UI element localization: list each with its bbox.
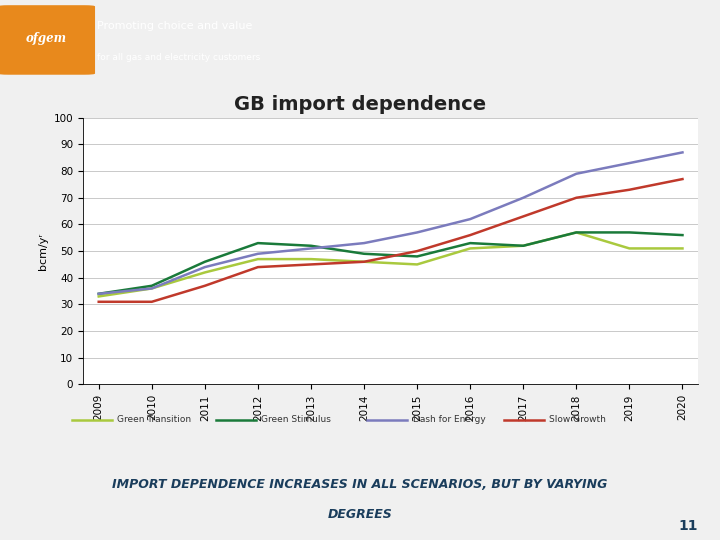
Text: Green Stimulus: Green Stimulus xyxy=(261,415,331,424)
Green Transition xyxy=(466,245,474,252)
Dash for Energy xyxy=(94,291,103,297)
Green Stimulus xyxy=(307,242,315,249)
Green Stimulus xyxy=(625,229,634,235)
Green Stimulus xyxy=(148,282,156,289)
Line: Slow Growth: Slow Growth xyxy=(99,179,683,302)
Text: Dash for Energy: Dash for Energy xyxy=(413,415,485,424)
Slow Growth xyxy=(201,282,210,289)
Slow Growth xyxy=(413,248,421,254)
Slow Growth xyxy=(466,232,474,238)
Green Transition xyxy=(94,293,103,300)
Green Transition xyxy=(625,245,634,252)
Green Transition xyxy=(148,285,156,292)
Slow Growth xyxy=(625,186,634,193)
Dash for Energy xyxy=(519,194,528,201)
Green Stimulus xyxy=(94,291,103,297)
Slow Growth xyxy=(572,194,580,201)
Green Stimulus xyxy=(572,229,580,235)
Green Stimulus xyxy=(519,242,528,249)
Slow Growth xyxy=(253,264,262,271)
Text: Slow Growth: Slow Growth xyxy=(549,415,606,424)
Slow Growth xyxy=(307,261,315,268)
Dash for Energy xyxy=(360,240,369,246)
Line: Green Stimulus: Green Stimulus xyxy=(99,232,683,294)
Text: 11: 11 xyxy=(679,518,698,532)
Green Transition xyxy=(678,245,687,252)
Slow Growth xyxy=(678,176,687,183)
Green Transition xyxy=(360,259,369,265)
Dash for Energy xyxy=(466,216,474,222)
Text: ofgem: ofgem xyxy=(26,32,66,45)
Green Transition xyxy=(253,256,262,262)
Green Stimulus xyxy=(253,240,262,246)
Text: DEGREES: DEGREES xyxy=(328,508,392,521)
Green Transition xyxy=(572,229,580,235)
Text: for all gas and electricity customers: for all gas and electricity customers xyxy=(97,53,261,62)
Dash for Energy xyxy=(413,229,421,235)
Green Stimulus xyxy=(201,259,210,265)
Dash for Energy xyxy=(678,149,687,156)
Green Transition xyxy=(201,269,210,276)
Text: Green Transition: Green Transition xyxy=(117,415,192,424)
Dash for Energy xyxy=(572,171,580,177)
Slow Growth xyxy=(519,213,528,220)
Line: Green Transition: Green Transition xyxy=(99,232,683,296)
Y-axis label: bcm/yʳ: bcm/yʳ xyxy=(38,233,48,269)
FancyBboxPatch shape xyxy=(0,5,95,75)
Text: IMPORT DEPENDENCE INCREASES IN ALL SCENARIOS, BUT BY VARYING: IMPORT DEPENDENCE INCREASES IN ALL SCENA… xyxy=(112,477,608,490)
Text: GB import dependence: GB import dependence xyxy=(234,94,486,114)
Dash for Energy xyxy=(148,285,156,292)
Text: Promoting choice and value: Promoting choice and value xyxy=(97,21,253,31)
Dash for Energy xyxy=(625,160,634,166)
Dash for Energy xyxy=(201,264,210,271)
Green Transition xyxy=(307,256,315,262)
Green Stimulus xyxy=(360,251,369,257)
Slow Growth xyxy=(148,299,156,305)
Line: Dash for Energy: Dash for Energy xyxy=(99,152,683,294)
Slow Growth xyxy=(94,299,103,305)
Green Stimulus xyxy=(466,240,474,246)
Slow Growth xyxy=(360,259,369,265)
Green Transition xyxy=(413,261,421,268)
Green Stimulus xyxy=(413,253,421,260)
Green Stimulus xyxy=(678,232,687,238)
Dash for Energy xyxy=(307,245,315,252)
Green Transition xyxy=(519,242,528,249)
Dash for Energy xyxy=(253,251,262,257)
